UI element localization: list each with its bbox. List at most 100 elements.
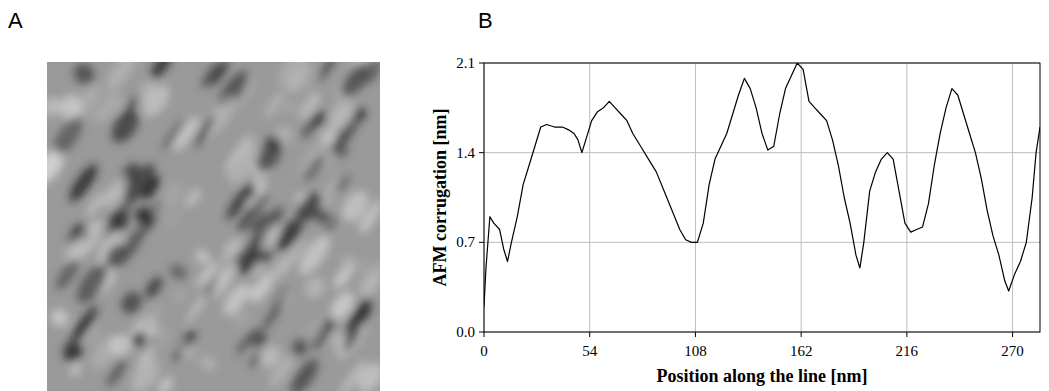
texture-blob	[244, 186, 258, 201]
texture-blob	[219, 235, 244, 263]
texture-blob	[355, 208, 380, 237]
grid-line	[484, 242, 1040, 243]
texture-blob	[333, 262, 357, 290]
texture-blob	[295, 89, 324, 123]
texture-blob	[275, 236, 309, 279]
tick-mark	[1012, 332, 1013, 337]
texture-blob	[134, 342, 158, 371]
texture-blob	[184, 291, 210, 325]
texture-blob	[101, 62, 142, 95]
texture-blob	[65, 161, 102, 206]
texture-blob	[172, 288, 187, 304]
texture-blob	[197, 353, 219, 374]
texture-blob	[142, 274, 166, 301]
texture-blob	[106, 106, 144, 148]
grid-line	[484, 152, 1040, 153]
texture-blob	[336, 62, 373, 101]
grid-line	[906, 63, 907, 332]
tick-label: 162	[790, 343, 813, 359]
texture-blob	[73, 222, 98, 251]
grid-line	[695, 63, 696, 332]
grid-line	[1012, 63, 1013, 332]
texture-blob	[131, 203, 157, 228]
figure: A B 0.0 0.7 1.4 2.1 0 54 108 162 216 270 Position al…	[0, 0, 1049, 391]
tick-label: 270	[1001, 343, 1024, 359]
tick-label: 0.7	[456, 234, 475, 250]
panel-label: A	[8, 8, 23, 33]
grid-line	[589, 63, 590, 332]
texture-blob	[301, 273, 329, 302]
texture-blob	[104, 357, 130, 389]
profile-line	[484, 63, 1040, 306]
texture-blob	[259, 293, 289, 333]
x-axis-title: Position along the line [nm]	[656, 366, 867, 386]
tick-mark	[479, 332, 484, 333]
texture-blob	[151, 182, 182, 221]
texture-blob	[70, 62, 99, 88]
tick-label: 0.0	[456, 324, 475, 340]
texture-blob	[52, 256, 84, 293]
texture-blob	[55, 91, 86, 123]
texture-blob	[183, 186, 204, 210]
tick-label: 54	[582, 343, 598, 359]
texture-blob	[156, 374, 176, 391]
texture-blob	[170, 328, 199, 363]
texture-blob	[191, 114, 218, 149]
texture-blob	[266, 349, 300, 391]
panel-label: B	[478, 8, 493, 33]
tick-mark	[484, 332, 485, 337]
texture-blob	[106, 207, 133, 234]
tick-label: 0	[480, 343, 488, 359]
texture-blob	[354, 257, 378, 280]
texture-blob	[92, 103, 112, 125]
texture-blob	[105, 330, 134, 360]
texture-blob	[117, 288, 146, 318]
y-axis-title: AFM corrugation [nm]	[430, 109, 450, 287]
texture-blob	[256, 221, 284, 253]
texture-blob	[262, 133, 285, 155]
texture-blob	[352, 105, 369, 122]
grid	[484, 63, 1040, 332]
texture-blob	[99, 172, 132, 211]
tick-label: 108	[684, 343, 707, 359]
tick-mark	[906, 332, 907, 337]
tick-label: 216	[896, 343, 919, 359]
tick-mark	[589, 332, 590, 337]
texture-blob	[87, 326, 102, 344]
texture-blob	[160, 117, 188, 152]
afm-image	[47, 62, 380, 391]
texture-blob	[245, 326, 271, 351]
texture-blob	[352, 358, 380, 391]
texture-blob	[296, 64, 322, 95]
plot-frame	[484, 63, 1040, 332]
texture-blob	[339, 325, 364, 355]
texture-blob	[138, 173, 164, 203]
texture-blob	[175, 339, 199, 362]
texture-blob	[293, 230, 335, 279]
texture-blob	[298, 314, 329, 348]
texture-blob	[295, 140, 327, 178]
texture-blob	[67, 303, 101, 346]
texture-blob	[147, 62, 176, 82]
texture-blob	[193, 247, 213, 266]
tick-mark	[695, 332, 696, 337]
texture-blob	[247, 350, 263, 369]
texture-blob	[292, 188, 326, 226]
texture-blob	[220, 133, 253, 175]
texture-blob	[324, 119, 340, 138]
grid-line	[801, 63, 802, 332]
texture-blob	[208, 62, 232, 88]
tick-mark	[801, 332, 802, 337]
texture-blob	[84, 191, 106, 219]
texture-blob	[261, 89, 287, 121]
tick-mark	[479, 152, 484, 153]
texture-blob	[102, 240, 130, 270]
tick-label: 1.4	[456, 145, 475, 161]
texture-blob	[47, 145, 68, 182]
texture-blob	[58, 338, 86, 366]
plot-area	[484, 63, 1040, 306]
tick-label: 2.1	[456, 55, 475, 71]
texture-blob	[245, 189, 271, 222]
tick-mark	[479, 63, 484, 64]
texture-blob	[315, 62, 339, 84]
